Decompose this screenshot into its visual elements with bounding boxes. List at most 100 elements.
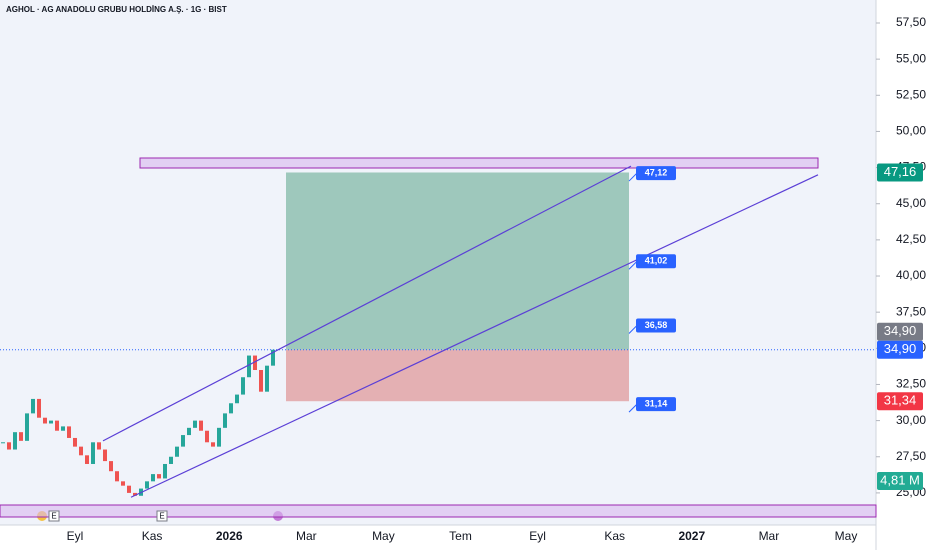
target-label: 41,02	[645, 256, 668, 266]
candle	[163, 463, 167, 479]
target-leader	[628, 325, 638, 334]
x-tick-label: Eyl	[529, 529, 546, 543]
candle	[55, 420, 59, 431]
candle	[19, 432, 23, 441]
price-badge-label: 4,81 M	[880, 472, 920, 487]
candle	[13, 432, 17, 450]
x-tick-label: Eyl	[67, 529, 84, 543]
event-icon	[156, 510, 168, 522]
candle	[199, 420, 203, 431]
candle	[169, 456, 173, 464]
candle	[241, 377, 245, 395]
candle	[157, 474, 161, 479]
candle	[37, 398, 41, 418]
channel-lower	[130, 174, 819, 498]
y-tick-label: 57,50	[896, 15, 926, 29]
price-badge-label: 31,34	[884, 393, 917, 408]
x-tick-label: Kas	[142, 529, 163, 543]
price-badge	[877, 163, 923, 182]
chart-title: AGHOL · AG ANADOLU GRUBU HOLDİNG A.Ş. · …	[6, 5, 227, 14]
target-label: 31,14	[645, 398, 668, 408]
support-zone	[0, 504, 877, 518]
x-tick-label: May	[372, 529, 395, 543]
candle	[61, 426, 65, 431]
x-tick-label: 2027	[678, 529, 705, 543]
price-badge	[877, 340, 923, 359]
target-leader	[628, 172, 638, 182]
candle	[181, 435, 185, 447]
y-tick-label: 52,50	[896, 87, 926, 101]
candle	[67, 426, 71, 438]
candle	[7, 442, 11, 450]
price-badge	[877, 392, 923, 411]
price-badge-label: 34,90	[884, 323, 917, 338]
candle	[73, 437, 77, 447]
candle	[235, 394, 239, 404]
candle	[205, 430, 209, 443]
target-leader	[628, 260, 638, 270]
x-tick-label: Mar	[296, 529, 317, 543]
target-badge	[636, 166, 676, 181]
candle	[223, 413, 227, 428]
candle	[109, 461, 113, 472]
event-label: E	[159, 512, 164, 521]
candle	[31, 398, 35, 414]
price-badge	[877, 322, 923, 341]
candle	[79, 446, 83, 456]
candle	[253, 355, 257, 371]
candle	[151, 474, 155, 482]
resistance-zone	[139, 157, 819, 169]
y-tick-label: 40,00	[896, 268, 926, 282]
candle	[193, 420, 197, 428]
candle	[265, 365, 269, 392]
event-label: E	[51, 512, 56, 521]
x-tick-label: Kas	[604, 529, 625, 543]
target-label: 36,58	[645, 320, 668, 330]
candle	[43, 417, 47, 424]
candle	[175, 446, 179, 457]
y-tick-label: 37,50	[896, 304, 926, 318]
channel-upper	[102, 165, 632, 442]
price-badge-label: 34,90	[884, 341, 917, 356]
candle	[49, 420, 53, 424]
y-tick-label: 32,50	[896, 377, 926, 391]
candle	[97, 442, 101, 450]
candle	[271, 349, 275, 366]
price-badge	[877, 472, 923, 490]
candle	[85, 455, 89, 464]
target-label: 47,12	[645, 167, 668, 177]
target-leader	[628, 403, 638, 413]
candle	[247, 355, 251, 378]
target-badge	[636, 397, 676, 412]
candle	[25, 413, 29, 441]
candle	[115, 471, 119, 482]
target-zone	[286, 172, 629, 350]
price-badge-label: 47,16	[884, 164, 917, 179]
y-tick-label: 42,50	[896, 232, 926, 246]
stop-zone	[286, 349, 629, 402]
x-tick-label: Tem	[449, 529, 472, 543]
candle	[145, 481, 149, 489]
y-tick-label: 30,00	[896, 413, 926, 427]
candle	[229, 403, 233, 414]
x-tick-label: 2026	[216, 529, 243, 543]
candle	[187, 427, 191, 436]
candle	[259, 370, 263, 392]
candle	[103, 449, 107, 462]
candle	[91, 442, 95, 464]
y-tick-label: 45,00	[896, 196, 926, 210]
event-icon	[48, 510, 60, 522]
y-tick-label: 50,00	[896, 124, 926, 138]
y-tick-label: 55,00	[896, 51, 926, 65]
x-tick-label: Mar	[759, 529, 780, 543]
target-badge	[636, 318, 676, 333]
candle	[127, 485, 131, 493]
candle	[133, 492, 137, 496]
y-tick-label: 27,50	[896, 449, 926, 463]
x-tick-label: May	[835, 529, 858, 543]
candle	[211, 442, 215, 447]
candle	[121, 481, 125, 486]
candle	[217, 427, 221, 447]
target-badge	[636, 254, 676, 269]
